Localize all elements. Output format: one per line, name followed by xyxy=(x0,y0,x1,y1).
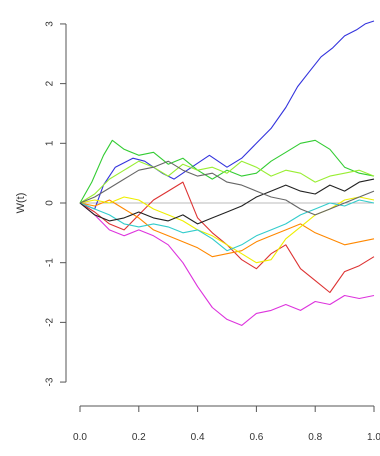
y-tick-label: 1 xyxy=(45,140,56,146)
x-tick-label: 0.8 xyxy=(308,432,322,443)
series-line-3 xyxy=(79,160,375,204)
x-axis: 0.0 0.2 0.4 0.6 0.8 1.0 xyxy=(73,405,380,443)
y-axis: -3 -2 -1 0 1 2 3 xyxy=(45,21,67,387)
series-line-6 xyxy=(79,199,375,258)
series-line-4 xyxy=(79,181,375,294)
x-tick-label: 0.6 xyxy=(249,432,263,443)
plot-area xyxy=(79,20,375,326)
series-layer xyxy=(79,20,375,326)
series-line-9 xyxy=(79,178,375,225)
y-axis-title: W(t) xyxy=(15,193,27,214)
y-tick-label: 0 xyxy=(45,200,56,206)
series-line-5 xyxy=(79,202,375,326)
x-tick-label: 0.2 xyxy=(132,432,146,443)
x-tick-label: 0.0 xyxy=(73,432,87,443)
series-line-1 xyxy=(79,20,375,210)
y-ticks: -3 -2 -1 0 1 2 3 xyxy=(45,21,66,387)
y-tick-label: 3 xyxy=(45,21,56,27)
y-tick-label: -1 xyxy=(45,258,56,267)
series-line-10 xyxy=(79,160,375,216)
y-tick-label: 2 xyxy=(45,80,56,86)
x-ticks: 0.0 0.2 0.4 0.6 0.8 1.0 xyxy=(73,406,380,443)
y-tick-label: -2 xyxy=(45,317,56,326)
series-line-8 xyxy=(79,199,375,252)
y-tick-label: -3 xyxy=(45,377,56,386)
x-tick-label: 0.4 xyxy=(191,432,205,443)
x-tick-label: 1.0 xyxy=(367,432,380,443)
series-line-2 xyxy=(79,139,375,204)
